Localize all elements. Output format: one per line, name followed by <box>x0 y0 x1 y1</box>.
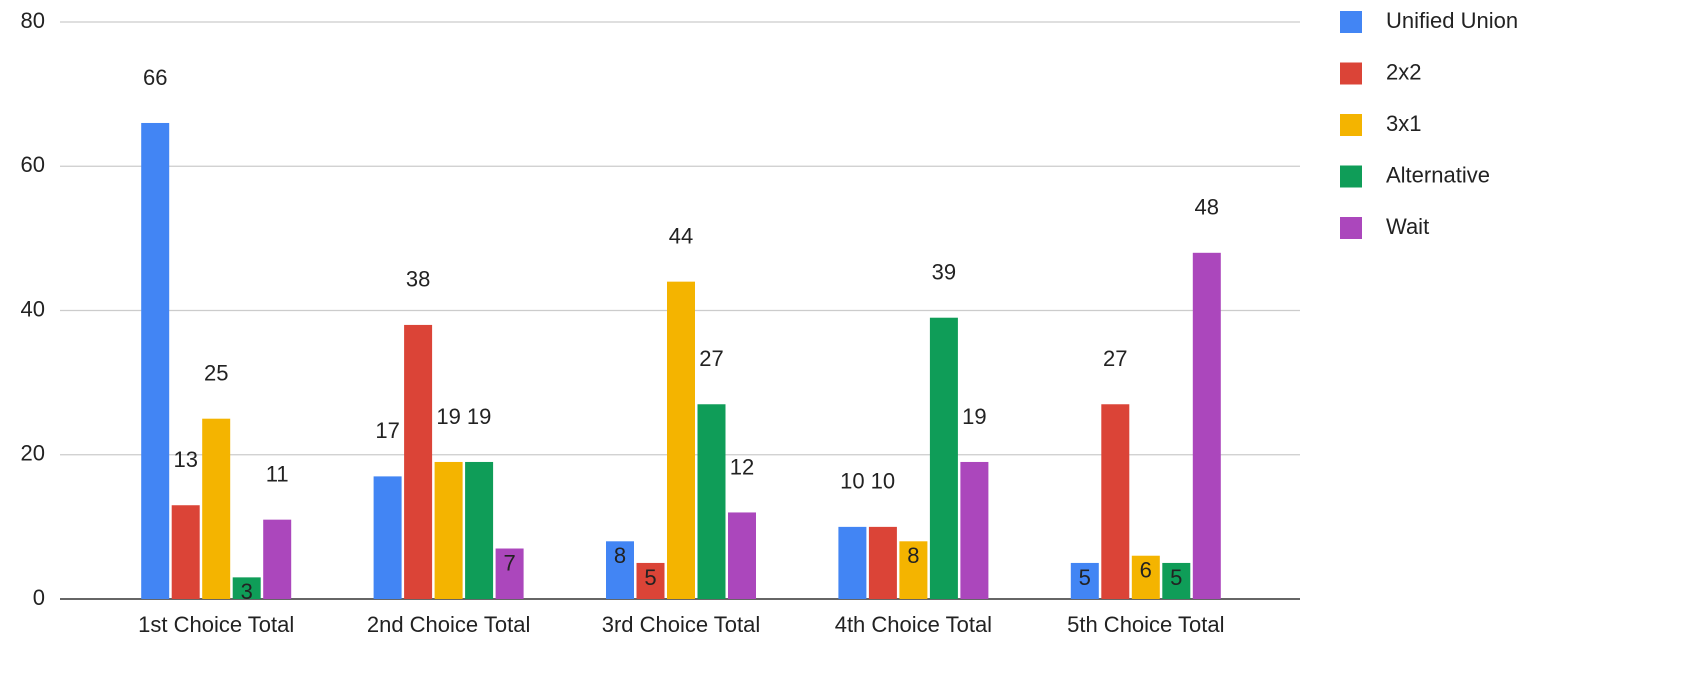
x-tick-label: 3rd Choice Total <box>602 612 761 637</box>
legend-label: Wait <box>1386 214 1429 239</box>
data-label: 5 <box>1170 565 1182 590</box>
data-label: 27 <box>1103 346 1127 371</box>
data-label: 5 <box>644 565 656 590</box>
y-tick-label: 40 <box>21 296 45 321</box>
bar <box>1162 562 1191 599</box>
legend-swatch <box>1340 114 1362 136</box>
bar <box>697 404 726 599</box>
bar <box>465 461 494 599</box>
bar <box>606 541 634 599</box>
bar <box>263 519 292 599</box>
bar <box>1131 555 1160 599</box>
legend-swatch <box>1340 62 1362 85</box>
x-tick-label: 5th Choice Total <box>1067 612 1224 637</box>
bar <box>373 476 402 599</box>
legend-label: Unified Union <box>1386 8 1518 33</box>
data-label: 11 <box>266 461 289 486</box>
bar <box>404 324 433 599</box>
data-label: 12 <box>730 454 754 479</box>
data-label: 13 <box>173 447 197 472</box>
data-label: 5 <box>1079 565 1091 590</box>
bar <box>636 562 665 599</box>
data-label: 38 <box>406 267 430 292</box>
y-tick-label: 0 <box>33 585 45 610</box>
bar <box>202 418 231 599</box>
bar <box>141 122 170 599</box>
data-label: 17 <box>375 418 399 443</box>
bar <box>838 526 867 599</box>
data-label: 3 <box>241 579 253 604</box>
data-label: 19 <box>962 404 986 429</box>
x-tick-label: 2nd Choice Total <box>367 612 531 637</box>
y-tick-label: 80 <box>21 8 45 33</box>
x-tick-label: 1st Choice Total <box>138 612 294 637</box>
y-tick-label: 60 <box>21 152 45 177</box>
data-label: 19 <box>467 404 491 429</box>
data-label: 19 <box>436 404 460 429</box>
data-label: 66 <box>143 65 167 90</box>
bar <box>728 512 756 599</box>
bar <box>171 505 200 599</box>
data-label: 48 <box>1195 195 1219 220</box>
data-label: 44 <box>669 223 693 248</box>
bar <box>929 317 958 599</box>
data-label: 10 <box>871 469 895 494</box>
legend-swatch <box>1340 11 1362 33</box>
legend-swatch <box>1340 217 1362 239</box>
data-label: 8 <box>907 543 919 568</box>
bar <box>868 526 897 599</box>
bar <box>1192 252 1221 600</box>
data-label: 6 <box>1140 558 1152 583</box>
data-label: 8 <box>614 543 626 568</box>
bar <box>899 541 928 599</box>
legend-label: 2x2 <box>1386 59 1421 84</box>
x-tick-label: 4th Choice Total <box>835 612 992 637</box>
bar <box>434 461 463 599</box>
data-label: 25 <box>204 361 228 386</box>
bar <box>960 461 989 599</box>
data-label: 27 <box>699 346 723 371</box>
legend-label: Alternative <box>1386 162 1490 187</box>
bar <box>232 577 261 599</box>
bar <box>1101 404 1130 599</box>
legend-label: 3x1 <box>1386 111 1421 136</box>
bar <box>667 281 695 599</box>
bar <box>495 548 524 599</box>
legend-swatch <box>1340 165 1362 188</box>
data-label: 39 <box>932 260 956 285</box>
y-tick-label: 20 <box>21 441 45 466</box>
data-label: 10 <box>840 469 864 494</box>
bar <box>1070 562 1099 599</box>
data-label: 7 <box>503 550 515 575</box>
